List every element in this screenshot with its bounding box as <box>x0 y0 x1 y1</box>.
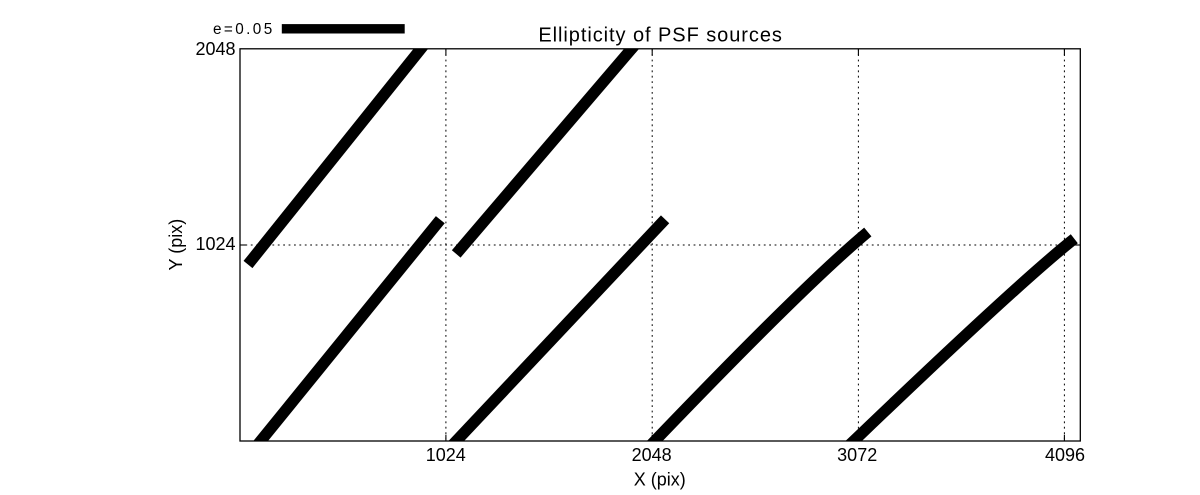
svg-text:e=0.05: e=0.05 <box>213 21 275 38</box>
svg-text:1024: 1024 <box>195 234 235 254</box>
svg-text:X (pix): X (pix) <box>634 470 686 490</box>
svg-text:1024: 1024 <box>426 445 466 465</box>
svg-text:2048: 2048 <box>195 39 235 59</box>
svg-text:4096: 4096 <box>1045 445 1085 465</box>
svg-text:3072: 3072 <box>837 445 877 465</box>
svg-text:2048: 2048 <box>632 445 672 465</box>
svg-text:Ellipticity of PSF sources: Ellipticity of PSF sources <box>538 24 783 46</box>
svg-text:Y (pix): Y (pix) <box>166 219 186 271</box>
